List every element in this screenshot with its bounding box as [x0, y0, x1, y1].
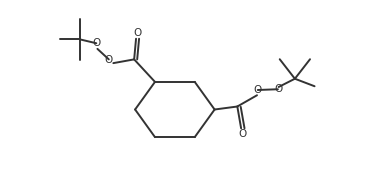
Text: O: O [133, 29, 142, 39]
Text: O: O [274, 84, 283, 94]
Text: O: O [93, 38, 101, 48]
Text: O: O [253, 85, 262, 95]
Text: O: O [104, 55, 112, 65]
Text: O: O [239, 129, 247, 139]
